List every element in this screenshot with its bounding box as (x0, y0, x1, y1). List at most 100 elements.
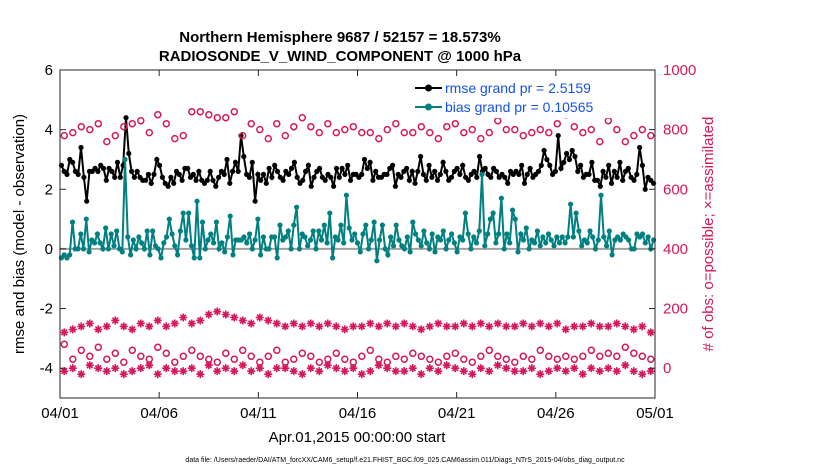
x-tick-label: 04/26 (537, 405, 575, 422)
point-possible-lower (553, 355, 562, 363)
point-assimilated-upper (391, 322, 400, 331)
point-assimilated-lower (315, 367, 324, 376)
x-tick-label: 04/11 (240, 405, 276, 422)
point-bias (393, 222, 399, 228)
point-assimilated-upper (578, 322, 587, 331)
point-bias (316, 228, 322, 234)
point-assimilated-upper (187, 319, 196, 328)
point-rmse (392, 183, 398, 189)
point-assimilated-upper (621, 322, 630, 331)
point-rmse (437, 171, 443, 177)
point-bias (496, 231, 502, 237)
point-possible-upper (273, 119, 281, 128)
point-assimilated-lower (102, 367, 111, 376)
point-bias (576, 228, 582, 234)
point-bias (626, 237, 632, 243)
point-bias (388, 234, 394, 240)
point-rmse (185, 165, 191, 171)
point-bias (526, 246, 532, 252)
point-rmse (541, 147, 547, 154)
point-assimilated-upper (604, 322, 613, 331)
point-rmse (336, 174, 342, 180)
point-bias (537, 243, 543, 249)
point-bias (216, 246, 222, 252)
point-possible-upper (298, 113, 307, 122)
point-possible-upper (103, 137, 111, 146)
point-bias (396, 237, 402, 243)
point-bias (318, 237, 325, 243)
point-assimilated-upper (485, 322, 494, 331)
point-rmse (566, 156, 573, 163)
point-rmse (538, 162, 544, 168)
point-assimilated-upper (468, 322, 477, 331)
point-bias (404, 234, 410, 240)
point-assimilated-lower (136, 364, 145, 373)
point-rmse (255, 171, 261, 177)
legend-marker-rmse (425, 84, 432, 92)
point-bias (130, 237, 136, 243)
point-bias (155, 246, 161, 252)
point-assimilated-upper (323, 319, 332, 328)
point-rmse (597, 183, 603, 189)
point-assimilated-upper (493, 319, 502, 328)
point-bias (354, 240, 361, 246)
point-possible-lower (315, 358, 324, 366)
point-bias (338, 222, 344, 228)
point-assimilated-lower (289, 367, 298, 376)
point-rmse (614, 174, 620, 180)
point-bias (197, 255, 203, 261)
y-axis-label-right: # of obs: o=possible; ×=assimilated (700, 117, 717, 352)
x-axis-label: Apr.01,2015 00:00:00 start (269, 429, 447, 446)
point-rmse (364, 165, 370, 171)
point-rmse (221, 171, 227, 177)
point-bias (432, 249, 438, 255)
point-rmse (474, 174, 480, 180)
point-possible-upper (647, 131, 655, 140)
point-bias (324, 240, 330, 246)
point-bias (363, 222, 369, 228)
point-bias (108, 231, 114, 237)
point-possible-upper (69, 128, 77, 137)
point-assimilated-upper (272, 319, 281, 328)
point-possible-upper (154, 110, 162, 119)
point-rmse (134, 168, 140, 174)
point-rmse (420, 171, 427, 177)
point-assimilated-lower (451, 364, 460, 373)
point-assimilated-upper (170, 319, 179, 328)
point-assimilated-upper (145, 322, 154, 331)
point-possible-upper (366, 128, 375, 137)
point-bias (302, 234, 308, 240)
point-bias (139, 240, 145, 246)
point-bias (186, 210, 192, 216)
point-rmse (190, 171, 196, 177)
point-assimilated-upper (425, 322, 434, 331)
point-assimilated-upper (442, 322, 451, 331)
point-possible-lower (604, 349, 613, 358)
point-possible-lower (264, 352, 273, 361)
point-bias (296, 246, 302, 252)
point-assimilated-lower (604, 364, 613, 373)
point-bias (548, 237, 554, 243)
point-assimilated-lower (281, 364, 290, 373)
point-bias (241, 234, 247, 240)
point-bias (271, 234, 278, 240)
point-rmse (345, 162, 351, 168)
y-tick-label-left: 6 (45, 62, 53, 79)
point-bias (374, 258, 380, 264)
point-assimilated-lower (170, 367, 179, 376)
point-assimilated-upper (119, 322, 128, 331)
point-bias (288, 246, 294, 252)
point-bias (310, 228, 316, 234)
point-assimilated-upper (519, 319, 528, 328)
point-rmse (465, 177, 471, 183)
point-possible-upper (596, 137, 604, 146)
point-assimilated-upper (179, 313, 188, 322)
point-possible-lower (417, 352, 426, 361)
point-bias (385, 252, 391, 258)
plot-area (60, 70, 655, 398)
point-possible-upper (468, 125, 477, 134)
point-bias (639, 231, 646, 237)
point-rmse (78, 144, 84, 151)
point-possible-upper (341, 125, 349, 134)
